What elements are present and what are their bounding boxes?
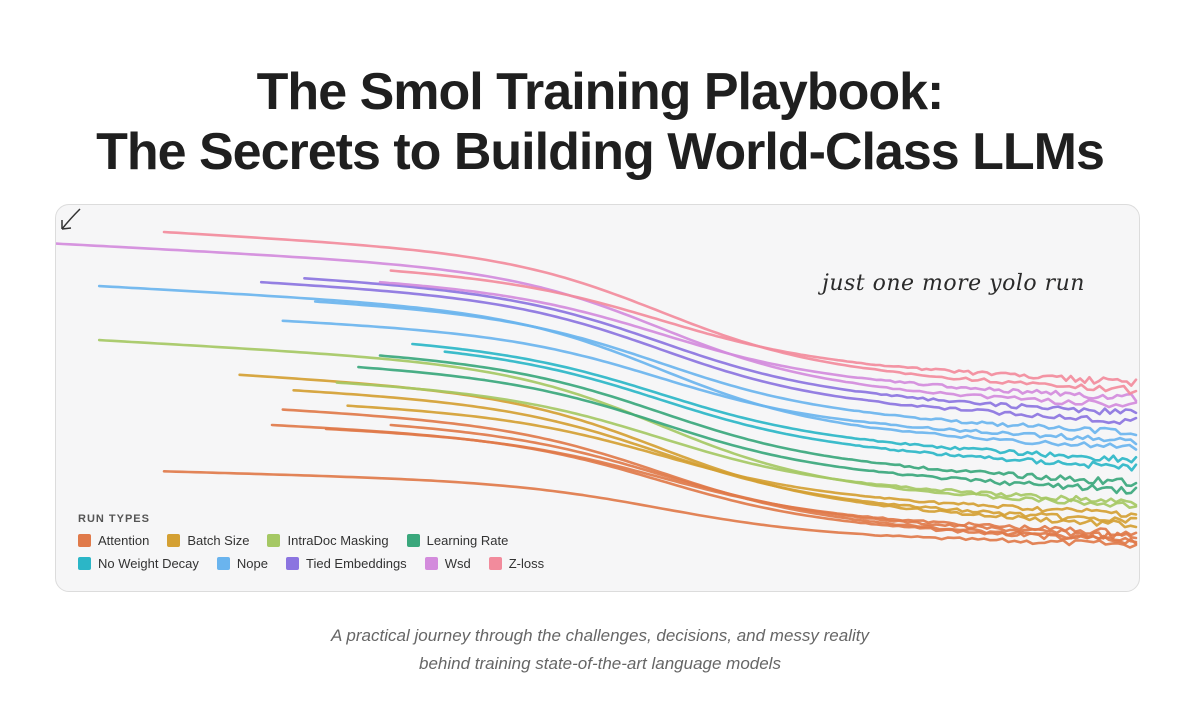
legend-swatch (286, 557, 299, 570)
legend-item: Learning Rate (406, 533, 509, 548)
legend-swatch (488, 557, 502, 570)
legend-label: Z-loss (508, 556, 545, 571)
legend-swatch (424, 557, 438, 570)
annotation-arrow-icon (61, 208, 81, 230)
loss-curves-chart (56, 230, 1138, 549)
subtitle-line-1: A practical journey through the challeng… (331, 626, 869, 645)
series-line-learning-rate (378, 354, 1138, 488)
series-line-wsd (378, 280, 1138, 403)
legend-item: Wsd (424, 556, 471, 571)
legend-label: Nope (236, 556, 268, 571)
legend-swatch (406, 534, 420, 547)
page-subtitle: A practical journey through the challeng… (0, 622, 1200, 678)
chart-card: just one more yolo run RUN TYPES Attenti… (55, 204, 1140, 592)
legend-item: No Weight Decay (78, 556, 199, 571)
legend-swatch (216, 557, 230, 570)
legend-label: Learning Rate (426, 533, 509, 548)
series-line-attention (324, 427, 1138, 537)
title-line-1: The Smol Training Playbook: (256, 63, 945, 121)
series-line-tied-embeddings (259, 280, 1138, 425)
legend-item: Attention (78, 533, 149, 548)
legend-swatch (167, 534, 181, 547)
subtitle-line-2: behind training state-of-the-art languag… (419, 654, 781, 673)
legend-item: Batch Size (167, 533, 249, 548)
legend-item: Tied Embeddings (286, 556, 407, 571)
series-line-no-weight-decay (443, 350, 1138, 472)
legend-label: Batch Size (187, 533, 250, 548)
series-line-z-loss (162, 230, 1138, 395)
series-line-intradoc-masking (335, 381, 1138, 507)
series-line-wsd (56, 242, 1138, 409)
series-line-attention (162, 470, 1138, 549)
series-line-tied-embeddings (303, 277, 1138, 416)
legend-title: RUN TYPES (78, 513, 150, 525)
legend-row: No Weight Decay Nope Tied Embeddings Wsd Z-l… (78, 556, 562, 571)
title-line-2: The Secrets to Building World-Class LLMs (96, 123, 1105, 181)
page-title: The Smol Training Playbook: The Secrets … (0, 62, 1200, 182)
legend-row: Attention Batch Size IntraDoc Masking Learn… (78, 533, 562, 548)
legend-item: Nope (216, 556, 268, 571)
legend-label: Wsd (444, 556, 471, 571)
legend-swatch (78, 534, 91, 547)
series-line-batch-size (346, 404, 1138, 518)
legend-label: Attention (98, 533, 150, 548)
chart-legend: RUN TYPES Attention Batch Size IntraDoc Ma… (78, 513, 562, 579)
legend-item: IntraDoc Masking (267, 533, 389, 548)
legend-label: No Weight Decay (98, 556, 199, 571)
legend-item: Z-loss (488, 556, 545, 571)
legend-swatch (78, 557, 91, 570)
series-line-nope (281, 319, 1138, 446)
series-line-no-weight-decay (411, 342, 1138, 464)
series-line-nope (313, 300, 1138, 437)
series-line-learning-rate (357, 365, 1138, 495)
legend-label: Tied Embeddings (306, 556, 407, 571)
series-line-intradoc-masking (97, 338, 1138, 509)
legend-swatch (267, 534, 281, 547)
series-line-z-loss (389, 269, 1138, 387)
series-line-nope (97, 284, 1138, 451)
legend-label: IntraDoc Masking (287, 533, 389, 548)
chart-annotation: just one more yolo run (822, 271, 1085, 296)
